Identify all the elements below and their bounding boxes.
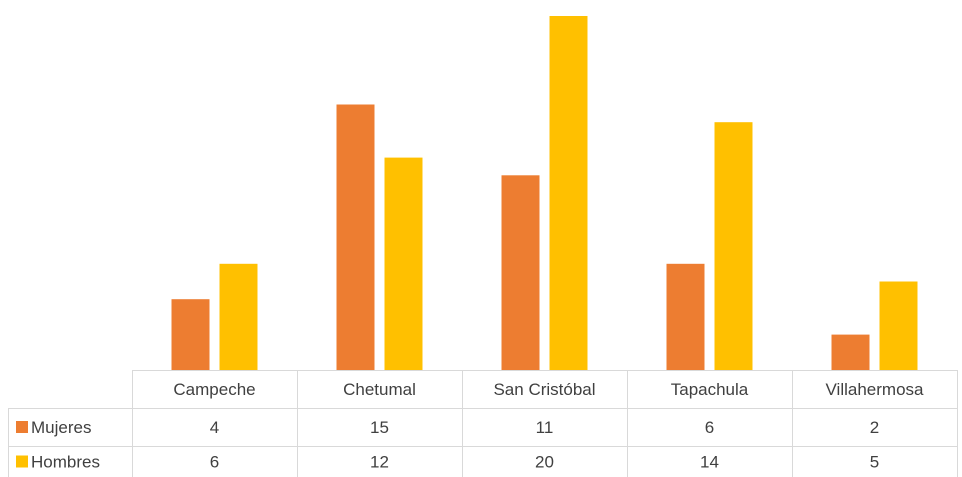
data-value-label: 4 <box>210 418 219 437</box>
category-label: Tapachula <box>671 380 749 399</box>
series-name-label: Hombres <box>31 453 100 472</box>
bar-mujeres-1 <box>336 104 375 370</box>
category-label: Campeche <box>173 380 255 399</box>
data-value-label: 14 <box>700 453 719 472</box>
bar-hombres-3 <box>714 122 753 370</box>
data-value-label: 6 <box>705 418 714 437</box>
data-value-label: 2 <box>870 418 879 437</box>
bar-hombres-4 <box>879 281 918 370</box>
category-label: Villahermosa <box>826 380 925 399</box>
bar-hombres-2 <box>549 16 588 370</box>
category-label: San Cristóbal <box>493 380 595 399</box>
data-value-label: 6 <box>210 453 219 472</box>
data-value-label: 15 <box>370 418 389 437</box>
bar-mujeres-0 <box>171 299 210 370</box>
data-table-grid <box>8 370 958 477</box>
data-value-label: 20 <box>535 453 554 472</box>
data-value-label: 5 <box>870 453 879 472</box>
bars-layer <box>171 16 918 370</box>
category-label: Chetumal <box>343 380 416 399</box>
bar-mujeres-2 <box>501 175 540 370</box>
data-value-label: 11 <box>536 418 554 437</box>
data-value-label: 12 <box>370 453 389 472</box>
bar-hombres-1 <box>384 157 423 370</box>
data-table-text: Campeche Chetumal San Cristóbal Tapachula Vi… <box>16 380 924 472</box>
bar-mujeres-3 <box>666 263 705 370</box>
series-name-label: Mujeres <box>31 418 91 437</box>
bar-mujeres-4 <box>831 334 870 370</box>
bar-hombres-0 <box>219 263 258 370</box>
legend-key-hombres <box>16 455 28 468</box>
legend-key-mujeres <box>16 421 28 433</box>
